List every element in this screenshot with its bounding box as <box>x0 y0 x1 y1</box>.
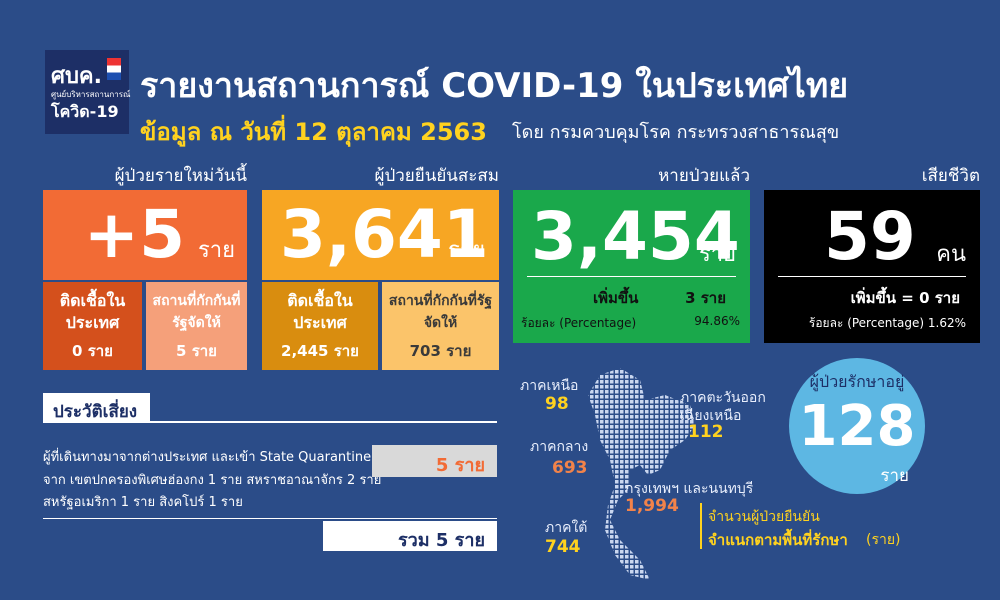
region-value: 744 <box>545 537 581 557</box>
region-label: ภาคใต้ <box>545 520 588 536</box>
card-label: หายป่วยแล้ว <box>658 166 750 186</box>
thailand-map <box>588 368 695 580</box>
risk-value-box: 5 ราย <box>372 445 497 477</box>
logo-abbr: ศบค. <box>51 64 103 89</box>
card-value: 3,454 <box>531 198 740 275</box>
percentage: ร้อยละ (Percentage) 1.62% <box>808 316 966 330</box>
logo-center: ศูนย์บริหารสถานการณ์ <box>51 90 131 99</box>
rule <box>43 518 497 519</box>
sub-card: ติดเชื้อในประเทศ 2,445 ราย <box>262 282 378 370</box>
card-label: เสียชีวิต <box>921 166 980 186</box>
risk-total: รวม 5 ราย <box>397 530 485 551</box>
card-label: ผู้ป่วยรายใหม่วันนี้ <box>114 166 247 186</box>
logo: ศบค. ศูนย์บริหารสถานการณ์ โควิด-19 <box>45 50 131 134</box>
risk-value: 5 ราย <box>435 455 485 476</box>
caption: จำนวนผู้ป่วยยืนยัน <box>708 509 820 525</box>
region-label: เฉียงเหนือ <box>680 408 742 424</box>
rule <box>150 421 497 423</box>
title: รายงานสถานการณ์ COVID-19 ในประเทศไทย <box>140 66 849 106</box>
risk-text: จาก เขตปกครองพิเศษฮ่องกง 1 ราย สหราชอาณา… <box>43 473 382 488</box>
risk-text: ผู้ที่เดินทางมาจากต่างประเทศ และเข้า Sta… <box>43 450 372 465</box>
card-unit: คน <box>936 242 966 267</box>
region-label: ภาคเหนือ <box>520 378 579 394</box>
caption-bar <box>700 503 702 549</box>
sub-value: 703 ราย <box>409 342 472 360</box>
card: 3,641 ราย <box>262 190 499 280</box>
sub-card: สถานที่กักกันที่รัฐจัดให้ 5 ราย <box>146 282 247 370</box>
treated-value: 128 <box>798 394 916 459</box>
treated-unit: ราย <box>880 466 909 486</box>
percentage-value: 94.86% <box>694 314 740 328</box>
sub-label: ติดเชื้อในประเทศ <box>287 291 353 332</box>
sub-value: 0 ราย <box>72 342 113 360</box>
risk-header: ประวัติเสี่ยง <box>43 393 150 423</box>
sub-value: 5 ราย <box>176 342 217 360</box>
risk-total-box: รวม 5 ราย <box>323 521 497 551</box>
risk-text: สหรัฐอเมริกา 1 ราย สิงคโปร์ 1 ราย <box>43 495 243 510</box>
card: +5 ราย <box>43 190 247 280</box>
increase-value: 3 ราย <box>685 289 726 307</box>
percentage-label: ร้อยละ (Percentage) <box>521 316 637 330</box>
increase-label: เพิ่มขึ้น <box>593 289 639 307</box>
card-label: ผู้ป่วยยืนยันสะสม <box>374 166 499 186</box>
card-value: 3,641 <box>280 196 489 273</box>
sub-label: สถานที่กักกันที่รัฐจัดให้ <box>152 293 241 331</box>
divider <box>778 276 966 277</box>
date: ข้อมูล ณ วันที่ 12 ตุลาคม 2563 <box>140 118 487 146</box>
sub-value: 2,445 ราย <box>281 342 359 360</box>
increase: เพิ่มขึ้น = 0 ราย <box>850 289 960 307</box>
card-unit: ราย <box>197 238 235 263</box>
sub-label: สถานที่กักกันที่รัฐจัดให้ <box>388 293 493 331</box>
risk-title: ประวัติเสี่ยง <box>53 402 138 422</box>
source: โดย กรมควบคุมโรค กระทรวงสาธารณสุข <box>512 122 840 143</box>
sub-card: ติดเชื้อในประเทศ 0 ราย <box>43 282 142 370</box>
region-value: 693 <box>552 458 588 478</box>
treated-label: ผู้ป่วยรักษาอยู่ <box>809 372 905 391</box>
treated-circle: ผู้ป่วยรักษาอยู่ 128 ราย <box>789 358 925 494</box>
region-value: 1,994 <box>625 496 679 516</box>
divider <box>527 276 736 277</box>
caption-unit: (ราย) <box>866 532 901 548</box>
region-label: ภาคกลาง <box>530 439 589 455</box>
card-unit: ราย <box>698 242 736 267</box>
card-value: 59 <box>824 198 916 275</box>
logo-name: โควิด-19 <box>51 102 119 121</box>
region-value: 112 <box>688 422 724 442</box>
card: 59 คน เพิ่มขึ้น = 0 ราย ร้อยละ (Percenta… <box>764 190 980 343</box>
card-unit: ราย <box>447 238 485 263</box>
caption: จำแนกตามพื้นที่รักษา <box>708 531 848 549</box>
sub-card: สถานที่กักกันที่รัฐจัดให้ 703 ราย <box>382 282 499 370</box>
region-value: 98 <box>545 394 569 414</box>
region-label: กรุงเทพฯ และนนทบุรี <box>625 481 754 497</box>
card: 3,454 ราย เพิ่มขึ้น 3 ราย ร้อยละ (Percen… <box>513 190 750 343</box>
card-value: +5 <box>83 196 185 273</box>
sub-label: ติดเชื้อในประเทศ <box>59 291 126 332</box>
logo-flag <box>107 58 121 80</box>
region-label: ภาคตะวันออก <box>680 390 766 406</box>
